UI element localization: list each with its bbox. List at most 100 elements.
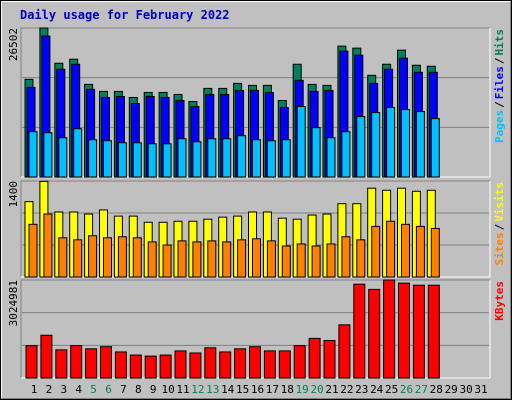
- bar: [266, 240, 276, 278]
- bar: [177, 138, 187, 178]
- bar: [266, 140, 276, 178]
- bar: [147, 241, 157, 278]
- x-tick-label: 11: [176, 383, 189, 396]
- x-tick-label: 16: [251, 383, 264, 396]
- bar: [353, 283, 366, 379]
- x-tick-label: 28: [430, 383, 443, 396]
- bar: [249, 346, 261, 379]
- x-tick-label: 10: [161, 383, 174, 396]
- bar: [88, 139, 98, 178]
- bar: [162, 244, 172, 278]
- panel-bevel: [20, 27, 490, 177]
- x-tick-label: 23: [355, 383, 368, 396]
- legend-entry: Visits: [493, 182, 506, 222]
- legend: Sites /Visits: [493, 182, 506, 266]
- bar: [189, 352, 202, 379]
- bar: [28, 223, 38, 278]
- legend-separator: /: [493, 223, 506, 230]
- bar: [356, 239, 366, 278]
- legend: Pages/Files/Hits: [493, 29, 506, 143]
- x-tick-label: 17: [266, 383, 279, 396]
- bar: [117, 142, 127, 178]
- bar: [192, 241, 202, 278]
- x-tick-label: 4: [75, 383, 82, 396]
- bar: [43, 213, 53, 278]
- bar: [263, 350, 276, 379]
- bar: [341, 131, 351, 178]
- bar: [25, 345, 38, 379]
- bar: [70, 345, 83, 379]
- y-tick-label: 3024981: [7, 280, 20, 326]
- bar: [207, 138, 217, 178]
- bar: [234, 348, 247, 379]
- bar: [177, 240, 187, 278]
- bar: [237, 239, 247, 278]
- x-tick-label: 2: [46, 383, 53, 396]
- bar: [356, 116, 366, 178]
- x-tick-label: 13: [206, 383, 219, 396]
- x-tick-label: 21: [325, 383, 338, 396]
- x-tick-label: 6: [105, 383, 112, 396]
- bar: [278, 350, 291, 379]
- bar: [207, 240, 217, 278]
- panel-bevel: [20, 279, 490, 378]
- x-tick-label: 18: [281, 383, 294, 396]
- x-tick-label: 30: [459, 383, 472, 396]
- x-tick-label: 29: [445, 383, 458, 396]
- bar: [88, 235, 98, 278]
- bar: [43, 132, 53, 178]
- x-tick-label: 12: [191, 383, 204, 396]
- bar: [415, 111, 425, 178]
- bar: [368, 288, 381, 379]
- bar: [371, 225, 381, 278]
- y-tick-label: 1400: [7, 181, 20, 208]
- x-tick-label: 31: [474, 383, 487, 396]
- bar: [415, 225, 425, 278]
- x-tick-label: 14: [221, 383, 235, 396]
- bar: [132, 237, 142, 278]
- bar: [311, 127, 321, 178]
- bar: [341, 236, 351, 278]
- bar: [117, 236, 127, 278]
- x-tick-label: 5: [90, 383, 97, 396]
- bar: [174, 350, 187, 379]
- bar: [73, 239, 83, 278]
- x-tick-label: 20: [310, 383, 323, 396]
- bar: [293, 345, 306, 379]
- x-tick-label: 8: [135, 383, 142, 396]
- bar: [40, 334, 53, 379]
- bar: [144, 355, 157, 379]
- bar: [114, 351, 127, 379]
- bar: [237, 135, 247, 178]
- bar: [58, 237, 68, 278]
- x-tick-label: 26: [400, 383, 413, 396]
- y-tick-label: 26502: [7, 28, 20, 61]
- bar: [252, 238, 261, 278]
- bar: [281, 139, 291, 178]
- x-tick-label: 24: [370, 383, 384, 396]
- legend-entry: KBytes: [493, 281, 506, 321]
- bar: [204, 347, 217, 379]
- x-tick-label: 9: [150, 383, 157, 396]
- legend-entry: Hits: [493, 29, 506, 56]
- bar: [219, 351, 232, 379]
- bar: [427, 284, 440, 379]
- x-tick-label: 15: [236, 383, 249, 396]
- x-tick-label: 3: [60, 383, 67, 396]
- legend-separator: /: [493, 101, 506, 108]
- panel-bevel: [20, 180, 490, 277]
- bar: [103, 140, 112, 178]
- bar: [323, 339, 336, 379]
- bar: [222, 138, 232, 178]
- bar: [371, 112, 381, 178]
- bar: [100, 346, 112, 379]
- bar: [73, 128, 83, 178]
- legend-entry: Pages: [493, 110, 506, 143]
- bar: [398, 282, 410, 379]
- chart-title: Daily usage for February 2022: [20, 8, 230, 22]
- bar: [129, 354, 142, 379]
- bar: [281, 245, 291, 278]
